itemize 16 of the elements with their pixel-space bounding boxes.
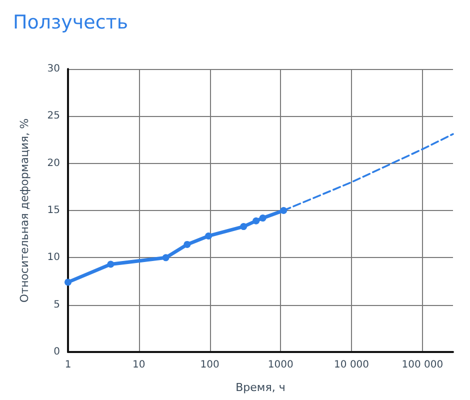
y-tick-label: 5 xyxy=(54,299,60,310)
y-tick-label: 30 xyxy=(47,64,60,74)
y-tick-label: 0 xyxy=(54,346,60,358)
y-axis-title: Относительная деформация, % xyxy=(18,118,31,303)
y-tick-label: 25 xyxy=(47,110,60,122)
x-tick-label: 10 000 xyxy=(334,360,370,370)
x-tick-label: 1 xyxy=(64,360,72,370)
x-tick-label: 10 xyxy=(132,360,146,370)
y-tick-label: 10 xyxy=(47,252,60,264)
x-tick-label: 1000 xyxy=(268,360,294,370)
y-tick-label: 15 xyxy=(47,205,60,216)
x-axis-title: Время, ч xyxy=(236,381,286,394)
x-tick-label: 100 000 xyxy=(402,360,444,370)
chart-title: Ползучесть xyxy=(13,12,128,34)
x-tick-label: 100 xyxy=(200,360,220,370)
y-tick-label: 20 xyxy=(47,158,60,169)
